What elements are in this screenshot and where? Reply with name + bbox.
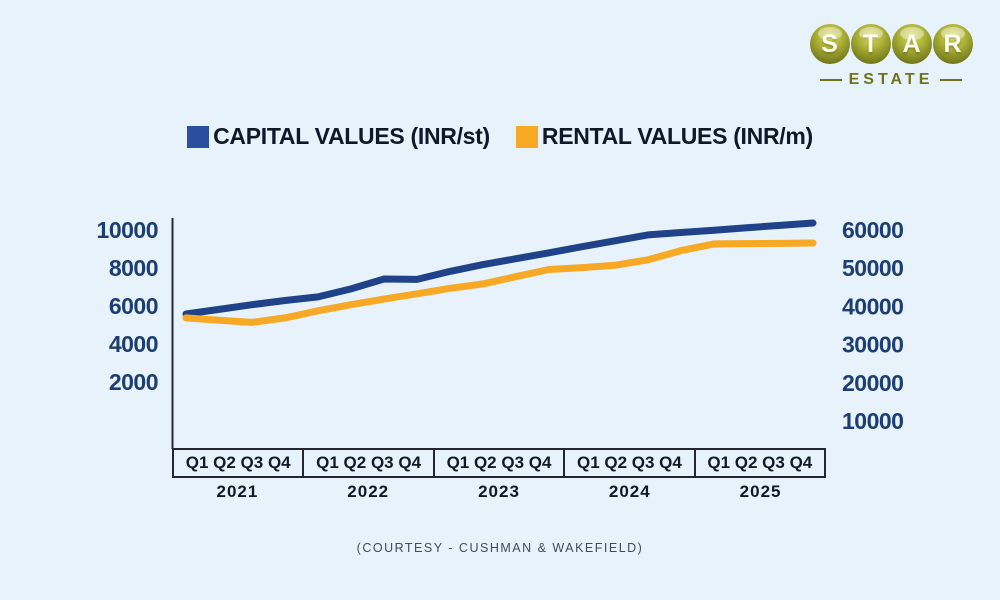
right-axis-tick: 60000	[842, 217, 903, 243]
rental-values-swatch	[515, 125, 538, 148]
right-axis-tick: 20000	[842, 370, 903, 396]
logo-subtitle: ESTATE	[848, 71, 934, 88]
logo-subtitle-row: ESTATE	[808, 71, 974, 89]
logo-letter: T	[862, 29, 879, 58]
left-axis-tick: 2000	[109, 369, 158, 395]
year-label: 2025	[739, 482, 782, 501]
right-axis-tick: 10000	[842, 408, 903, 434]
chart-legend: CAPITAL VALUES (INR/st) RENTAL VALUES (I…	[0, 123, 1000, 150]
left-axis-tick: 8000	[109, 255, 158, 281]
year-label: 2023	[478, 482, 520, 501]
year-axis-row: 2021 2022 2023 2024 2025	[172, 482, 826, 502]
quarter-cell: Q1 Q2 Q3 Q4	[432, 450, 563, 476]
logo-letter: A	[902, 29, 921, 58]
logo-letter-circle: T	[850, 24, 891, 64]
rental-values-line	[182, 239, 817, 326]
capital-values-label: CAPITAL VALUES (INR/st)	[213, 123, 490, 149]
capital-values-swatch	[187, 125, 210, 148]
quarter-axis-table: Q1 Q2 Q3 Q4 Q1 Q2 Q3 Q4 Q1 Q2 Q3 Q4 Q1 Q2 Q…	[172, 448, 826, 478]
logo-letter-circle: S	[809, 24, 850, 64]
year-label: 2022	[347, 482, 390, 501]
left-axis-tick: 4000	[109, 331, 158, 357]
logo-right-dash	[940, 78, 963, 82]
logo-letter-circle: A	[891, 24, 932, 64]
logo-left-dash	[819, 78, 842, 82]
right-axis-tick: 50000	[842, 255, 903, 281]
legend-item-rental: RENTAL VALUES (INR/m)	[515, 123, 813, 150]
left-axis-tick: 6000	[109, 293, 158, 319]
legend-item-capital: CAPITAL VALUES (INR/st)	[187, 123, 490, 150]
left-axis-tick: 10000	[97, 217, 158, 243]
quarter-cell: Q1 Q2 Q3 Q4	[302, 450, 432, 476]
logo-letter-circle: R	[932, 24, 973, 64]
capital-values-line	[182, 219, 817, 318]
year-label: 2024	[608, 482, 651, 501]
right-axis-tick: 40000	[842, 293, 903, 319]
rental-values-label: RENTAL VALUES (INR/m)	[541, 123, 813, 149]
courtesy-note: (COURTESY - CUSHMAN & WAKEFIELD)	[356, 541, 644, 555]
right-axis-tick: 30000	[842, 332, 903, 358]
quarter-cell: Q1 Q2 Q3 Q4	[185, 453, 291, 472]
logo-letter: R	[943, 29, 962, 58]
quarter-cell: Q1 Q2 Q3 Q4	[693, 450, 824, 476]
quarter-cell: Q1 Q2 Q3 Q4	[563, 450, 693, 476]
logo-letter: S	[821, 29, 838, 58]
year-label: 2021	[216, 482, 259, 501]
